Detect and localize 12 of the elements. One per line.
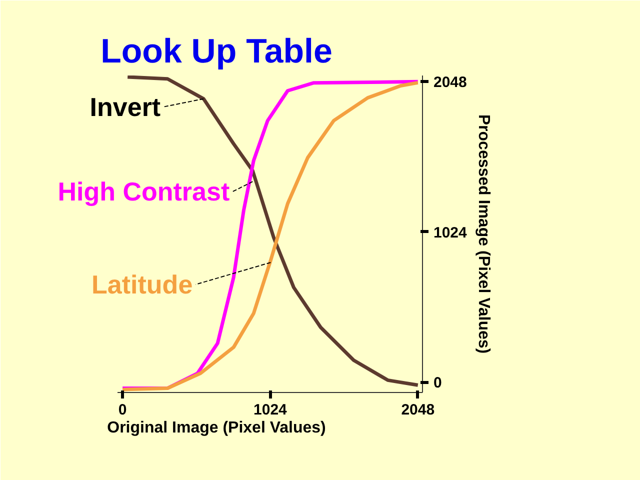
y-tick-label: 1024 [434,224,468,242]
x-axis-title: Original Image (Pixel Values) [107,420,326,436]
chart-title: Look Up Table [100,32,332,70]
annotation: Invert [90,92,161,122]
annotation: High Contrast [58,176,230,207]
x-tick-label: 2048 [401,402,435,418]
y-axis-title: Processed Image (Pixel Values) [474,114,492,354]
y-tick-label: 0 [434,374,442,392]
x-tick-label: 0 [118,402,127,418]
annotation: Latitude [92,269,193,300]
x-tick-label: 1024 [254,402,288,418]
y-tick-label: 2048 [434,74,467,92]
